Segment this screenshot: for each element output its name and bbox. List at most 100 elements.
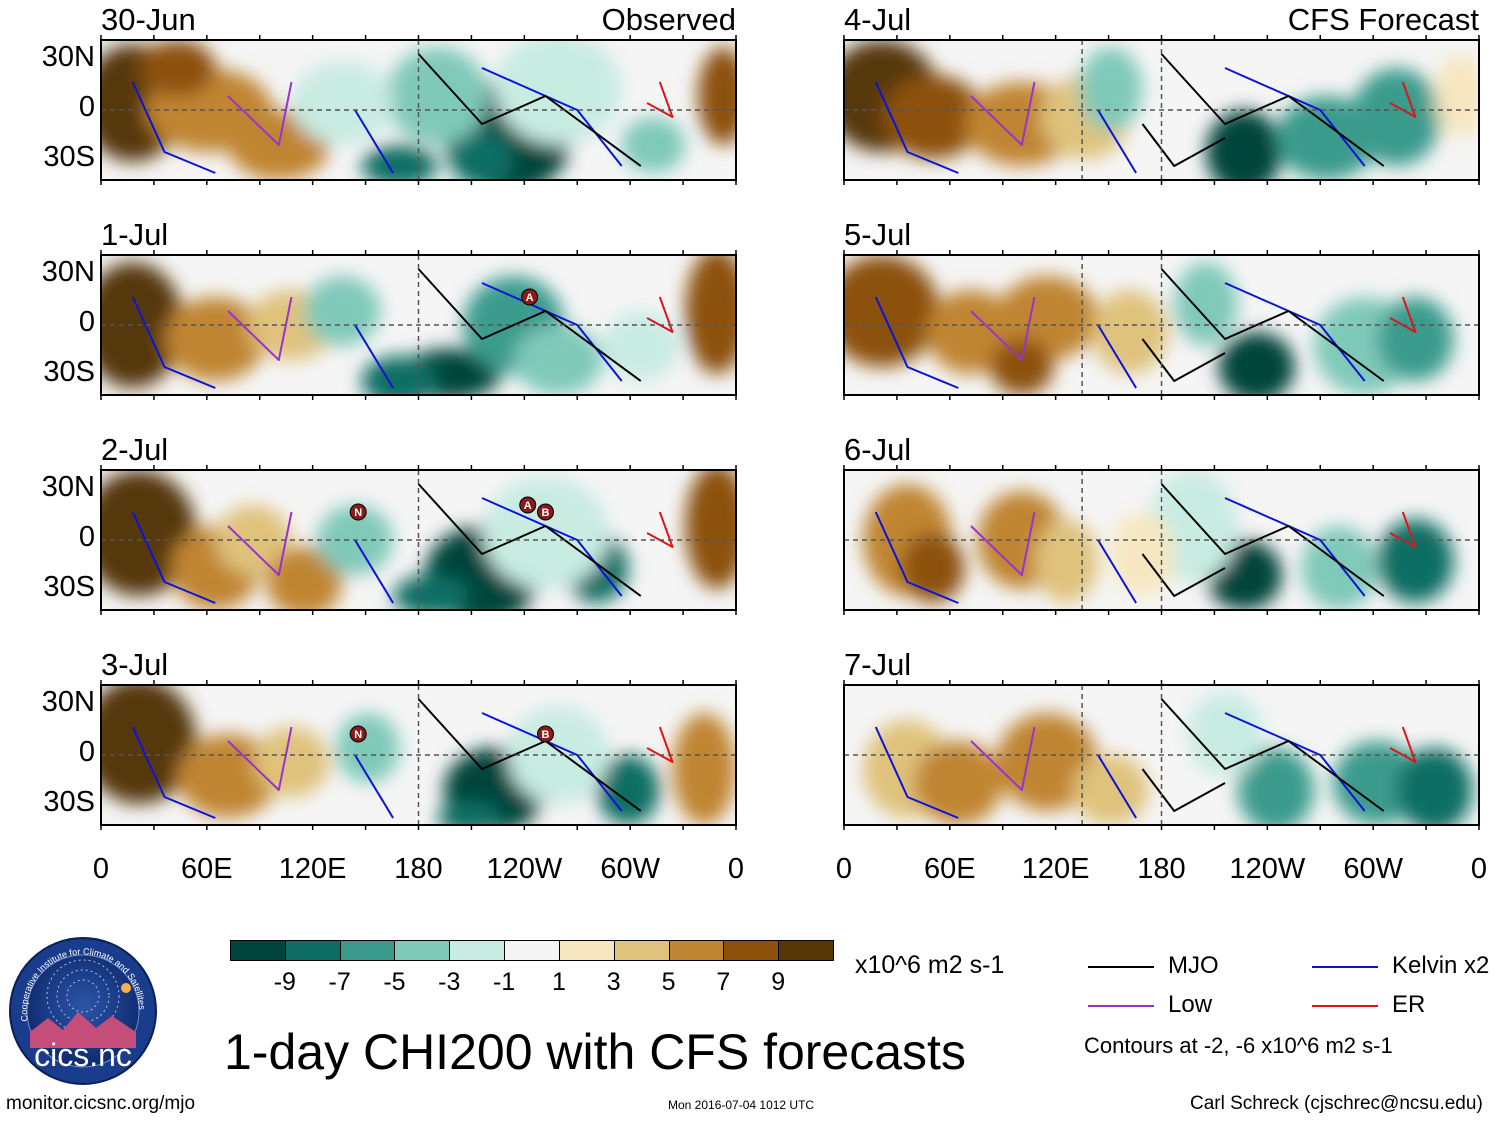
contour-line [646,511,674,548]
colorbar-swatch [504,940,560,961]
contour-line [354,324,394,389]
lat-tick-label: 0 [78,521,95,553]
contour-line [354,539,394,604]
colorbar-label: 7 [716,968,731,996]
colorbar-label: -7 [328,968,351,996]
footer-url[interactable]: monitor.cicsnc.org/mjo [6,1093,196,1114]
contour-line [131,511,216,604]
lat-tick-label: 30S [43,571,95,603]
contour-line [646,296,674,333]
lon-tick-label: 60E [181,853,233,885]
colorbar-swatch [284,940,341,961]
colorbar-swatch [230,940,286,961]
panel-date: 2-Jul [101,432,169,467]
storm-marker-B[interactable]: B [537,503,554,521]
colorbar-label: 3 [606,968,621,996]
lon-tick-label: 120E [1021,853,1090,885]
legend-label: Low [1168,991,1213,1018]
contour-line [227,511,293,576]
contour-line [131,81,216,174]
colorbar-swatch [723,940,780,961]
storm-marker-N[interactable]: N [349,725,367,743]
lon-tick-label: 180 [394,853,443,885]
contour-line [1141,553,1226,597]
colorbar-swatch [558,940,615,961]
map-panel-1 [100,35,737,185]
contour-line [1389,296,1417,333]
contour-line [970,511,1036,576]
contour-line [1141,768,1226,812]
contour-line [1389,726,1417,763]
footer-credit: Carl Schreck (cjschrec@ncsu.edu) [1190,1093,1483,1114]
svg-text:N: N [354,507,362,519]
legend-label: MJO [1168,952,1219,979]
contour-line [1224,497,1366,597]
lon-tick-label: 0 [835,853,853,885]
lon-tick-label: 60E [924,853,976,885]
colorbar-label: -5 [383,968,406,996]
lat-tick-label: 0 [78,736,95,768]
contour-line [1097,109,1137,174]
contour-line [1097,539,1137,604]
panel-date: 5-Jul [844,217,912,252]
storm-marker-A[interactable]: A [519,496,537,514]
colorbar-label: 1 [551,968,566,996]
lat-tick-label: 0 [78,306,95,338]
map-panel-8 [843,680,1480,830]
colorbar-swatch [613,940,670,961]
lat-tick-label: 30N [41,256,95,288]
colorbar-swatch [668,940,725,961]
lon-tick-label: 120W [486,853,563,885]
map-panel-6 [843,250,1480,400]
legend-label: Kelvin x2 [1392,952,1490,979]
contour-line [1160,698,1385,812]
contour-line [1389,81,1417,118]
contour-line [131,726,216,819]
contour-line [646,726,674,763]
map-panel-2: A [100,250,737,400]
svg-text:A: A [526,292,534,304]
lon-tick-label: 120W [1229,853,1306,885]
colorbar-swatch [449,940,506,961]
lat-tick-label: 0 [78,91,95,123]
contour-line [354,754,394,819]
lon-tick-label: 60W [600,853,660,885]
storm-marker-N[interactable]: N [349,503,367,521]
contour-line [227,296,293,361]
svg-text:A: A [524,500,532,512]
legend-swatch [1088,1005,1154,1007]
contour-line [970,296,1036,361]
contour-line [481,282,623,382]
contour-line [481,67,623,167]
colorbar-label: -3 [438,968,461,996]
contour-line [354,109,394,174]
storm-marker-B[interactable]: B [537,725,554,743]
panel-date: 6-Jul [844,432,912,467]
contour-line [481,712,623,812]
panel-date: 1-Jul [101,217,169,252]
colorbar-swatch [778,940,834,961]
contour-line [1097,754,1137,819]
colorbar-label: 9 [771,968,786,996]
contour-line [417,53,642,167]
colorbar-units: x10^6 m2 s-1 [855,951,1005,979]
lat-tick-label: 30S [43,141,95,173]
contour-line [1160,483,1385,597]
colorbar-label: -1 [492,968,516,996]
lon-tick-label: 180 [1137,853,1186,885]
contour-line [1160,268,1385,382]
panel-date: 3-Jul [101,647,169,682]
svg-text:B: B [542,729,550,741]
contour-line [227,726,293,791]
contour-line [417,698,642,812]
contour-line [1224,282,1366,382]
lon-tick-label: 0 [92,853,110,885]
panel-date: 30-Jun [101,2,196,37]
legend-swatch [1088,966,1154,968]
panel-date: 7-Jul [844,647,912,682]
contour-line [874,511,959,604]
contour-line [970,726,1036,791]
colorbar-label: 5 [661,968,676,996]
storm-marker-A[interactable]: A [521,288,539,306]
